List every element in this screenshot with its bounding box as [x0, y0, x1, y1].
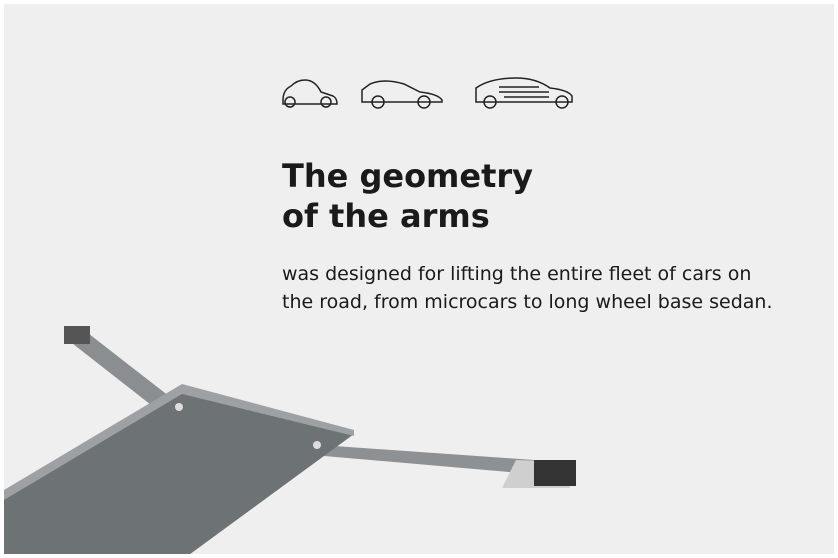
panel: The geometry of the arms was designed for… [4, 4, 834, 554]
body-text: was designed for lifting the entire flee… [282, 263, 773, 313]
heading: The geometry of the arms [282, 156, 533, 236]
heading-line: The geometry [282, 157, 534, 195]
car-icons [282, 77, 573, 109]
lift-arms [4, 326, 576, 554]
heading-line: of the arms [282, 197, 490, 235]
illustration [4, 77, 576, 554]
